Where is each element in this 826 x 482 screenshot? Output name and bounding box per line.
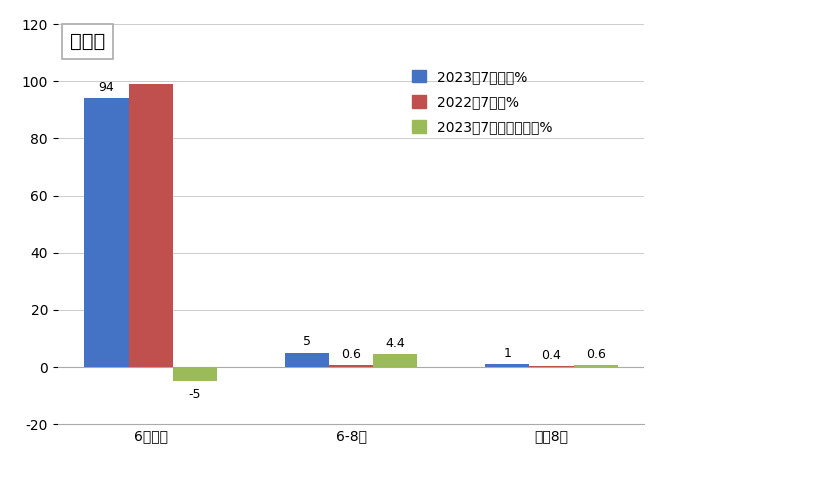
Bar [486, 364, 529, 367]
Bar [84, 98, 129, 367]
Bar [373, 354, 417, 367]
Bar [285, 353, 329, 367]
Text: 1: 1 [504, 347, 511, 360]
Bar [529, 366, 573, 367]
Text: 94: 94 [98, 81, 114, 94]
Bar [329, 365, 373, 367]
Text: 0.4: 0.4 [542, 348, 562, 362]
Text: 图表区: 图表区 [69, 32, 105, 51]
Bar [173, 367, 216, 381]
Text: 4.4: 4.4 [385, 337, 405, 350]
Legend: 2023年7月占比%, 2022年7占比%, 2023年7占比同比增减%: 2023年7月占比%, 2022年7占比%, 2023年7占比同比增减% [405, 63, 559, 141]
Bar [129, 84, 173, 367]
Bar [573, 365, 618, 367]
Text: 0.6: 0.6 [586, 348, 605, 361]
Text: -5: -5 [188, 388, 201, 402]
Text: 5: 5 [303, 335, 311, 348]
Text: 0.6: 0.6 [341, 348, 361, 361]
